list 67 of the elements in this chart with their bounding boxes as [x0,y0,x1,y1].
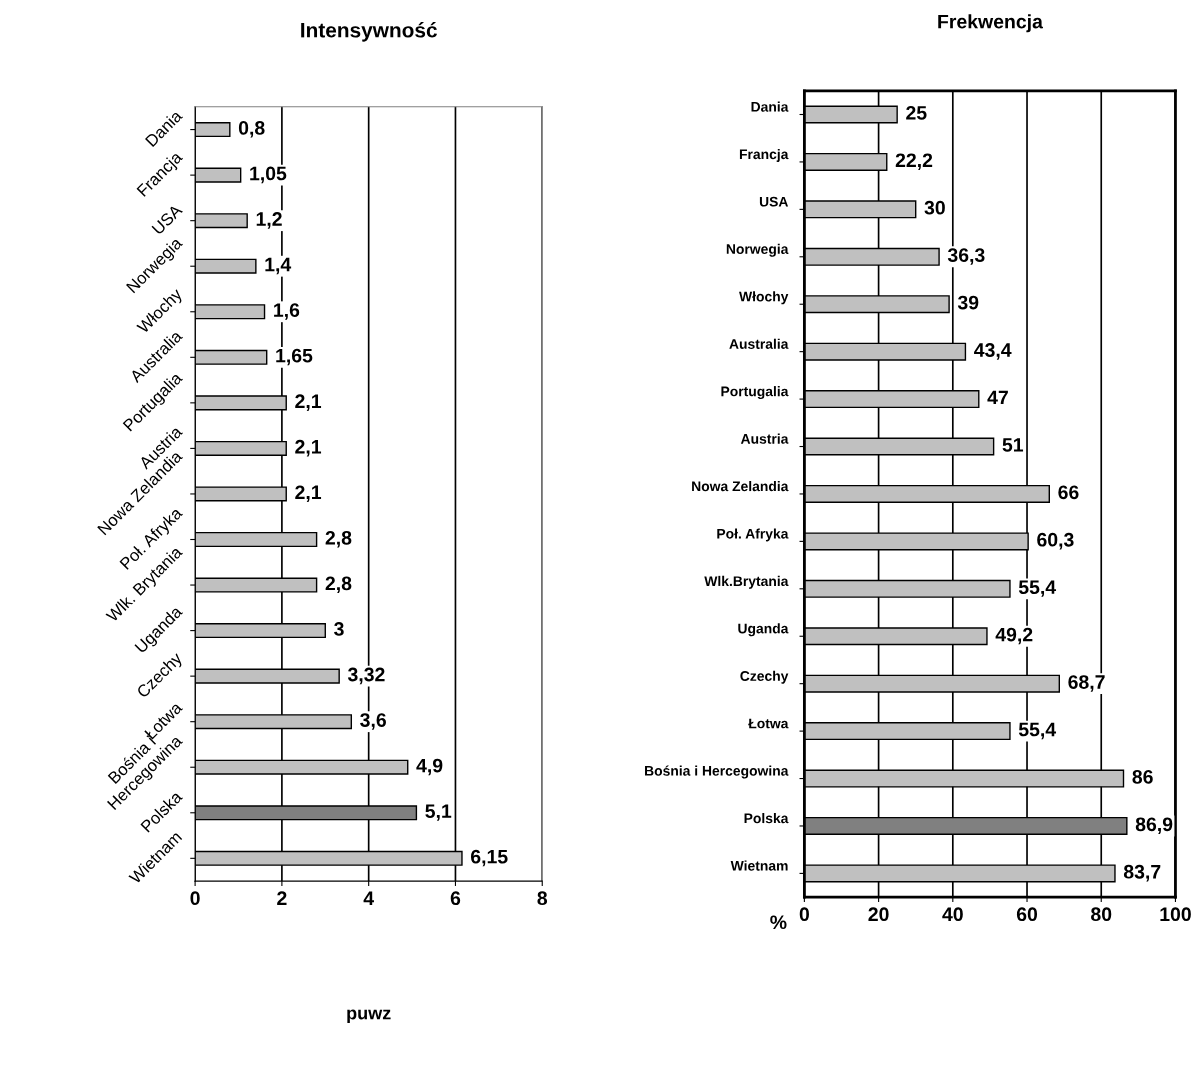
data-label: 2,8 [325,530,352,548]
data-label: 83,7 [1123,864,1161,882]
data-label: 5,1 [425,804,452,821]
y-tick-label: Dania [751,101,789,112]
y-tick-label: Polska [744,813,789,824]
y-tick-label: Czechy [740,670,789,684]
data-label: 51 [1002,438,1024,452]
x-tick-label: 80 [1091,907,1112,922]
data-label: 86,9 [1135,817,1173,835]
y-tick-label: Portugalia [721,386,789,400]
x-tick-label: 2 [277,891,287,905]
y-tick-label: Francja [739,148,789,162]
data-label: 68,7 [1068,675,1105,692]
y-tick-label: USA [759,196,789,207]
y-tick-label: USA [151,203,184,236]
data-label: 3,6 [360,713,386,730]
chart-title: Intensywność [301,22,437,42]
x-tick-label: 8 [537,891,548,906]
data-label: 1,05 [250,166,287,184]
y-tick-label: Uganda [738,623,789,637]
y-tick-label: Wietnam [730,860,788,871]
x-axis-title: % [770,915,787,930]
data-label: 47 [987,390,1008,405]
y-tick-label: Australia [729,338,789,349]
data-label: 1,4 [265,257,292,275]
x-tick-label: 100 [1160,907,1191,922]
data-label: 3 [334,622,344,636]
data-label: 1,2 [256,212,282,229]
data-label: 55,4 [1018,580,1057,597]
data-label: 2,1 [295,394,322,411]
data-label: 60,3 [1037,532,1074,550]
y-tick-label: Poł. Afryka [717,528,789,542]
y-tick-label: Nowa Zelandia [692,481,789,492]
data-label: 4,9 [416,758,443,776]
x-tick-label: 0 [799,907,809,922]
x-tick-label: 20 [868,907,889,922]
data-label: 22,2 [895,153,933,170]
data-label: 1,6 [274,303,300,320]
data-label: 66 [1058,485,1079,500]
data-label: 3,32 [347,667,385,685]
x-tick-label: 6 [450,891,461,906]
y-tick-label: Norwegia [726,243,789,257]
data-label: 2,1 [295,439,322,457]
data-label: 0,8 [238,121,265,138]
data-label: 1,65 [276,348,313,366]
y-tick-label: Austria [740,433,789,444]
data-label: 55,4 [1018,722,1057,740]
data-label: 30 [924,200,945,215]
data-label: 36,3 [947,248,985,265]
x-axis-title: puwz [347,1009,391,1023]
x-tick-label: 60 [1016,907,1038,922]
y-tick-label: Wlk.Brytania [704,575,789,589]
y-tick-label: Łotwa [748,718,789,729]
data-label: 39 [957,295,979,310]
data-label: 2,8 [325,576,352,594]
x-tick-label: 40 [942,907,963,922]
y-tick-label: Bośnia i Hercegowina [645,765,789,779]
data-label: 43,4 [974,343,1012,360]
data-label: 2,1 [295,485,322,502]
data-label: 6,15 [471,849,508,867]
data-label: 49,2 [995,627,1033,645]
chart-title: Frekwencja [938,14,1044,33]
x-tick-label: 4 [363,891,374,905]
y-tick-label: Włochy [739,291,789,305]
data-label: 25 [906,105,927,120]
x-tick-label: 0 [190,891,200,906]
data-label: 86 [1132,769,1153,784]
